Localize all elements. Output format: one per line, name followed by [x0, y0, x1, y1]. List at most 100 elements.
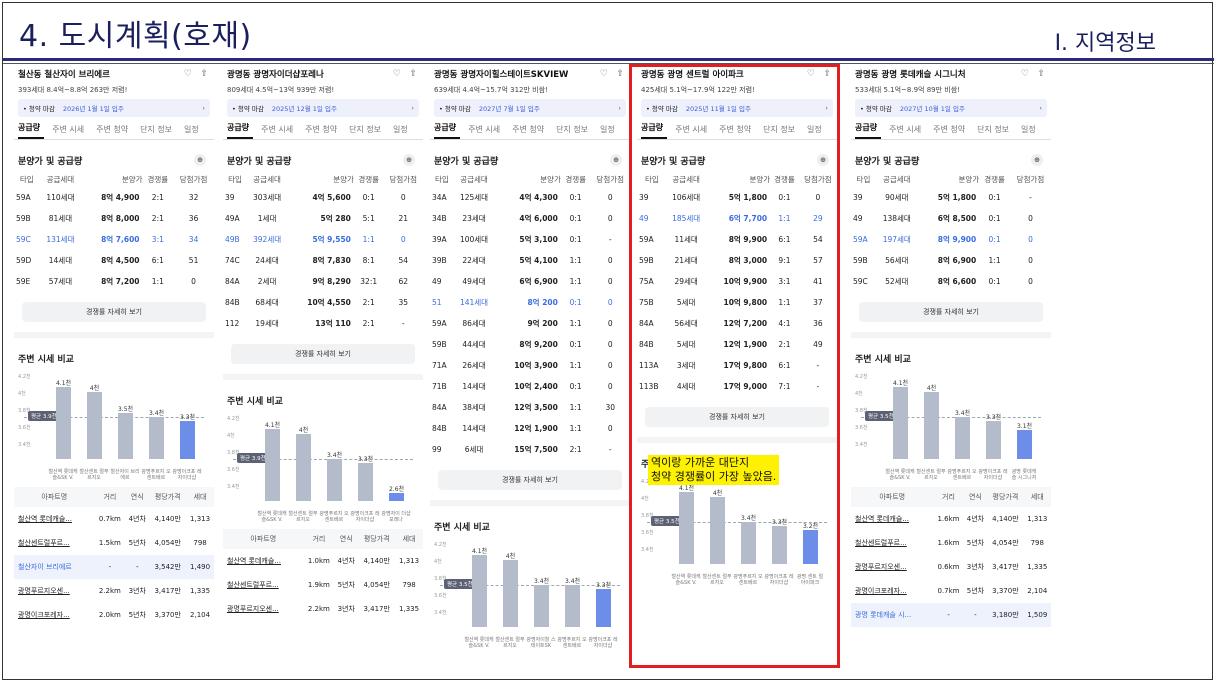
tab-3[interactable]: 단지 정보	[140, 125, 173, 134]
supply-row: 112 19세대 13억 110 2:1 -	[223, 313, 423, 334]
supply-cell: 59E	[16, 277, 31, 286]
tab-4[interactable]: 일정	[600, 125, 615, 134]
tab-1[interactable]: 주변 시세	[889, 125, 922, 134]
tab-1[interactable]: 주변 시세	[52, 125, 85, 134]
share-icon[interactable]: ⇧	[200, 69, 208, 79]
tab-3[interactable]: 단지 정보	[763, 125, 796, 134]
tab-1[interactable]: 주변 시세	[468, 125, 501, 134]
bar-label: 4천	[89, 384, 100, 392]
apartment-link[interactable]: 철산역 롯데캐슬...	[855, 515, 909, 523]
tab-2[interactable]: 주변 청약	[512, 125, 545, 134]
competition-detail-button[interactable]: 경쟁률 자세히 보기	[438, 470, 622, 490]
tab-2[interactable]: 주변 청약	[96, 125, 129, 134]
supply-cell: 52세대	[885, 277, 909, 286]
share-icon[interactable]: ⇧	[823, 69, 831, 79]
tab-0[interactable]: 공급량	[18, 122, 45, 139]
apartment-link[interactable]: 광명푸르지오센...	[18, 587, 70, 595]
supply-cell: 74C	[225, 256, 240, 265]
complex-name: 철산동 철산자이 브리에르	[18, 70, 110, 80]
banner-tag: • 청약 마감	[646, 105, 678, 113]
bookmark-icon[interactable]: ♡	[599, 69, 608, 79]
bookmark-icon[interactable]: ♡	[392, 69, 401, 79]
chevron-right-icon: ›	[825, 104, 828, 112]
supply-cell: 0	[815, 193, 821, 202]
tab-0[interactable]: 공급량	[227, 122, 254, 139]
tab-4[interactable]: 일정	[184, 125, 199, 134]
apartment-link[interactable]: 철산센트럴푸르...	[18, 539, 70, 547]
competition-detail-button[interactable]: 경쟁률 자세히 보기	[859, 302, 1043, 322]
bar-label: 3.1천	[1016, 422, 1033, 430]
bar-label: 4천	[712, 489, 723, 497]
move-in-banner[interactable]: • 청약 마감 2027년 10월 1일 입주 ›	[855, 99, 1047, 117]
info-icon[interactable]: ⊕	[194, 154, 206, 166]
comparison-cell: -	[933, 603, 964, 627]
x-label: 광명푸르지 오센트베르	[557, 637, 587, 649]
apartment-link[interactable]: 광명이크포레자...	[18, 611, 70, 619]
supply-cell: 5억 4,100	[519, 256, 558, 265]
move-in-banner[interactable]: • 청약 마감 2027년 7월 1일 입주 ›	[434, 99, 626, 117]
tab-3[interactable]: 단지 정보	[349, 125, 382, 134]
comparison-cell: 4,054만	[363, 581, 390, 589]
competition-detail-button[interactable]: 경쟁률 자세히 보기	[231, 344, 415, 364]
supply-cell: 49	[432, 277, 442, 286]
apartment-link[interactable]: 광명푸르지오센...	[227, 605, 279, 613]
supply-header: 공급세대	[882, 174, 911, 184]
tab-1[interactable]: 주변 시세	[675, 125, 708, 134]
bookmark-icon[interactable]: ♡	[1020, 69, 1029, 79]
supply-cell: 8억 3,000	[728, 256, 768, 265]
competition-detail-button[interactable]: 경쟁률 자세히 보기	[22, 302, 206, 322]
tab-3[interactable]: 단지 정보	[977, 125, 1010, 134]
apartment-link[interactable]: 철산역 롯데캐슬...	[18, 515, 72, 523]
chevron-right-icon: ›	[202, 104, 205, 112]
tab-4[interactable]: 일정	[807, 125, 822, 134]
supply-cell: 8억 7,200	[101, 277, 140, 286]
price-bar: 3.3천	[596, 582, 611, 627]
share-icon[interactable]: ⇧	[409, 69, 417, 79]
move-in-banner[interactable]: • 청약 마감 2026년 1월 1일 입주 ›	[18, 99, 210, 117]
tab-4[interactable]: 일정	[1021, 125, 1036, 134]
comparison-header: 아파트명	[223, 529, 304, 549]
competition-detail-button[interactable]: 경쟁률 자세히 보기	[645, 407, 829, 427]
section-gap	[223, 374, 423, 380]
info-icon[interactable]: ⊕	[610, 154, 622, 166]
supply-cell: 0	[191, 277, 196, 286]
supply-header: 공급세대	[460, 174, 488, 184]
apartment-link[interactable]: 철산센트럴푸르...	[855, 539, 907, 547]
tab-0[interactable]: 공급량	[434, 122, 461, 139]
apartment-link[interactable]: 철산역 롯데캐슬...	[227, 557, 281, 565]
tab-1[interactable]: 주변 시세	[261, 125, 294, 134]
info-icon[interactable]: ⊕	[1031, 154, 1043, 166]
bookmark-icon[interactable]: ♡	[183, 69, 192, 79]
price-bar: 4천	[924, 385, 939, 459]
tab-4[interactable]: 일정	[393, 125, 408, 134]
panel-tabs: 공급량 주변 시세 주변 청약 단지 정보 일정	[430, 120, 630, 140]
bookmark-icon[interactable]: ♡	[806, 69, 815, 79]
tab-3[interactable]: 단지 정보	[556, 125, 589, 134]
apartment-link[interactable]: 광명푸르지오센...	[855, 563, 907, 571]
apartment-link[interactable]: 철산센트럴푸르...	[227, 581, 279, 589]
comparison-row: 광명푸르지오센... 2.2km 3년차 3,417만 1,335	[14, 579, 214, 603]
share-icon[interactable]: ⇧	[616, 69, 624, 79]
supply-cell: 14세대	[48, 256, 73, 265]
share-icon[interactable]: ⇧	[1037, 69, 1045, 79]
supply-cell: 49	[853, 214, 863, 223]
supply-cell: 59B	[16, 214, 31, 223]
tab-2[interactable]: 주변 청약	[305, 125, 338, 134]
info-icon[interactable]: ⊕	[403, 154, 415, 166]
tab-0[interactable]: 공급량	[855, 122, 882, 139]
apartment-link[interactable]: 철산자이 브리에르	[14, 555, 95, 579]
move-in-banner[interactable]: • 청약 마감 2025년 12월 1일 입주 ›	[227, 99, 419, 117]
apartment-link[interactable]: 광명 롯데캐슬 시...	[851, 603, 934, 627]
supply-cell: 36	[188, 214, 199, 223]
move-in-banner[interactable]: • 청약 마감 2025년 11월 1일 입주 ›	[641, 99, 833, 117]
tab-2[interactable]: 주변 청약	[719, 125, 752, 134]
supply-cell: 39	[853, 193, 863, 202]
tab-0[interactable]: 공급량	[641, 122, 668, 139]
x-label: 광명자이 더샵포레나	[381, 511, 411, 523]
supply-cell: 84B	[639, 340, 654, 349]
comparison-cell: 1,313	[399, 557, 420, 565]
tab-2[interactable]: 주변 청약	[933, 125, 966, 134]
info-icon[interactable]: ⊕	[817, 154, 829, 166]
apartment-link[interactable]: 광명이크포레자...	[855, 587, 907, 595]
